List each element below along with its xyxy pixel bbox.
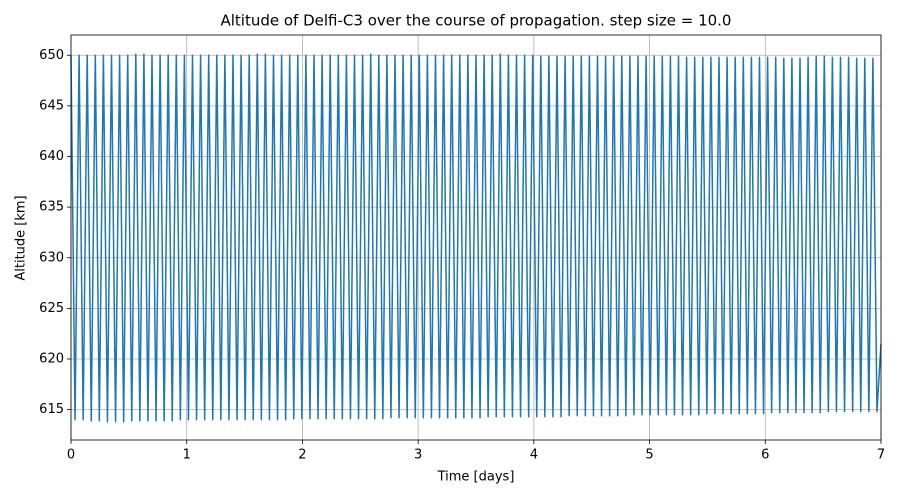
x-tick-label: 7 bbox=[877, 448, 885, 463]
x-tick-label: 1 bbox=[183, 448, 191, 463]
y-tick-label: 635 bbox=[39, 200, 64, 215]
y-tick-label: 640 bbox=[39, 149, 64, 164]
y-tick-label: 625 bbox=[39, 301, 64, 316]
x-tick-label: 0 bbox=[67, 448, 75, 463]
y-tick-label: 650 bbox=[39, 48, 64, 63]
x-tick-label: 5 bbox=[645, 448, 653, 463]
data-line bbox=[70, 53, 882, 423]
x-tick-label: 6 bbox=[761, 448, 769, 463]
y-tick-label: 620 bbox=[39, 352, 64, 367]
y-tick-label: 615 bbox=[39, 402, 64, 417]
x-axis-label: Time [days] bbox=[437, 470, 515, 485]
x-tick-label: 2 bbox=[298, 448, 306, 463]
y-axis-label: Altitude [km] bbox=[14, 195, 29, 280]
chart-title: Altitude of Delfi-C3 over the course of … bbox=[221, 12, 732, 30]
x-tick-label: 3 bbox=[414, 448, 422, 463]
y-tick-label: 645 bbox=[39, 98, 64, 113]
x-tick-label: 4 bbox=[530, 448, 538, 463]
plot-frame bbox=[70, 34, 882, 441]
y-tick-label: 630 bbox=[39, 250, 64, 265]
